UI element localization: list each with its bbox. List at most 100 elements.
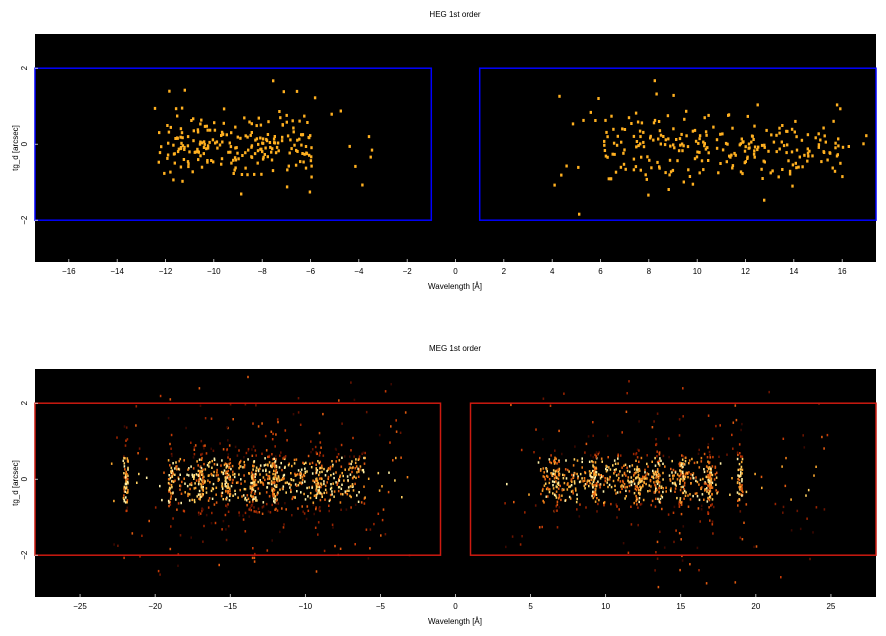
meg-event-pixel (682, 485, 684, 489)
meg-event-pixel (332, 463, 334, 467)
heg-event-pixel (577, 165, 580, 169)
meg-event-pixel (265, 473, 268, 476)
meg-event-pixel (556, 503, 559, 506)
meg-event-pixel (741, 483, 743, 487)
meg-event-pixel (537, 461, 540, 464)
meg-event-pixel (330, 483, 332, 486)
meg-event-pixel (596, 482, 598, 485)
heg-event-pixel (640, 155, 643, 159)
meg-event-pixel (570, 490, 573, 493)
heg-event-pixel (837, 144, 840, 148)
meg-event-pixel (528, 493, 530, 496)
meg-event-pixel (629, 470, 631, 474)
meg-event-pixel (680, 463, 683, 467)
meg-event-pixel (345, 508, 348, 511)
meg-event-pixel (338, 399, 340, 402)
meg-event-pixel (681, 458, 684, 461)
meg-event-pixel (558, 506, 561, 509)
meg-event-pixel (588, 460, 591, 463)
meg-event-pixel (570, 478, 573, 481)
meg-event-pixel (207, 506, 210, 509)
meg-event-pixel (648, 484, 651, 487)
heg-event-pixel (707, 113, 710, 117)
meg-event-pixel (349, 485, 352, 488)
meg-event-pixel (350, 506, 352, 509)
meg-event-pixel (177, 502, 180, 505)
meg-event-pixel (710, 467, 712, 470)
meg-event-pixel (387, 490, 390, 494)
meg-event-pixel (555, 480, 557, 483)
meg-event-pixel (199, 498, 201, 501)
meg-event-pixel (607, 478, 609, 481)
meg-event-pixel (548, 488, 551, 491)
meg-event-pixel (392, 459, 394, 462)
meg-event-pixel (318, 461, 321, 465)
heg-event-pixel (270, 158, 274, 162)
meg-event-pixel (700, 504, 703, 507)
meg-event-pixel (658, 490, 660, 494)
meg-event-pixel (576, 497, 578, 501)
meg-event-pixel (254, 475, 256, 479)
meg-event-pixel (504, 502, 506, 505)
heg-event-pixel (158, 131, 161, 135)
meg-event-pixel (198, 387, 201, 390)
heg-event-pixel (203, 124, 207, 128)
meg-event-pixel (592, 486, 594, 489)
meg-event-pixel (710, 478, 712, 482)
heg-event-pixel (179, 165, 183, 169)
heg-event-pixel (676, 159, 679, 163)
heg-event-pixel (658, 129, 662, 133)
meg-event-pixel (543, 475, 546, 479)
heg-x-tick-label: −12 (159, 267, 173, 276)
meg-event-pixel (187, 494, 189, 498)
meg-event-pixel (605, 470, 608, 473)
meg-event-pixel (226, 476, 229, 479)
meg-event-pixel (323, 480, 325, 483)
heg-event-pixel (801, 165, 804, 169)
meg-event-pixel (323, 482, 325, 486)
heg-event-pixel (615, 143, 619, 147)
heg-event-pixel (234, 158, 238, 162)
meg-event-pixel (739, 485, 741, 489)
heg-event-pixel (746, 114, 749, 118)
meg-event-pixel (706, 456, 709, 459)
meg-event-pixel (168, 486, 171, 490)
meg-event-pixel (549, 460, 551, 464)
meg-event-pixel (656, 470, 658, 474)
meg-event-pixel (242, 518, 245, 521)
meg-event-pixel (639, 488, 642, 492)
meg-event-pixel (351, 485, 354, 488)
heg-event-pixel (227, 150, 230, 154)
meg-event-pixel (741, 468, 744, 471)
meg-event-pixel (653, 420, 655, 423)
meg-event-pixel (651, 460, 653, 463)
meg-event-pixel (228, 499, 231, 502)
meg-event-pixel (323, 491, 325, 495)
meg-event-pixel (575, 489, 577, 492)
meg-event-pixel (593, 491, 595, 494)
heg-event-pixel (806, 151, 810, 155)
meg-event-pixel (318, 490, 320, 493)
meg-event-pixel (332, 526, 334, 529)
heg-event-pixel (645, 177, 648, 181)
heg-event-pixel (806, 133, 810, 137)
meg-event-pixel (737, 504, 739, 507)
heg-event-pixel (361, 183, 364, 187)
meg-event-pixel (279, 488, 281, 491)
meg-event-pixel (719, 462, 722, 465)
heg-event-pixel (781, 168, 784, 171)
meg-event-pixel (347, 479, 349, 482)
heg-event-pixel (186, 135, 190, 139)
meg-event-pixel (126, 480, 129, 484)
meg-event-pixel (319, 498, 322, 502)
heg-event-pixel (241, 154, 244, 157)
meg-event-pixel (216, 463, 219, 466)
meg-event-pixel (698, 498, 701, 502)
meg-event-pixel (592, 478, 595, 482)
meg-event-pixel (593, 477, 596, 480)
meg-event-pixel (761, 486, 763, 490)
meg-event-pixel (319, 441, 322, 444)
meg-event-pixel (224, 513, 227, 517)
meg-event-pixel (226, 486, 229, 490)
meg-event-pixel (594, 483, 596, 487)
